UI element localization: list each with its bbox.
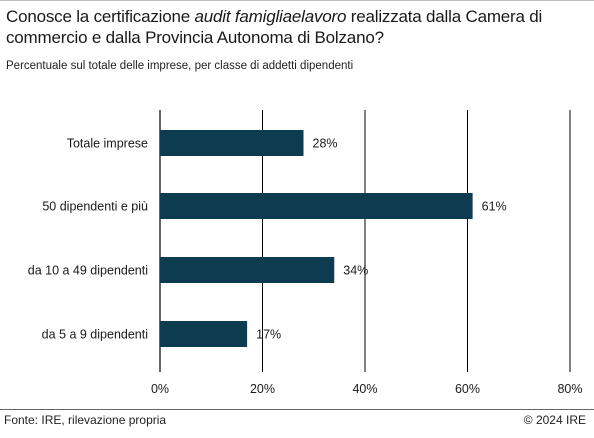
category-label: da 5 a 9 dipendenti — [42, 328, 148, 342]
value-label: 61% — [482, 200, 507, 214]
chart-subtitle: Percentuale sul totale delle imprese, pe… — [6, 60, 354, 72]
title-start: Conosce la certificazione — [6, 7, 195, 26]
category-label: da 10 a 49 dipendenti — [28, 264, 148, 278]
bar — [160, 257, 335, 283]
bar — [160, 193, 473, 219]
top-rule — [0, 0, 594, 1]
bar — [160, 321, 248, 347]
value-label: 34% — [343, 264, 368, 278]
value-label: 17% — [256, 328, 281, 342]
x-tick-label: 20% — [250, 382, 275, 396]
footer-rule — [0, 409, 594, 410]
x-tick-label: 40% — [352, 382, 377, 396]
bar — [160, 130, 304, 156]
x-tick-label: 80% — [557, 382, 582, 396]
title-emphasis: audit famigliaelavoro — [194, 7, 347, 26]
chart-title: Conosce la certificazione audit famiglia… — [6, 6, 586, 48]
category-label: 50 dipendenti e più — [42, 200, 148, 214]
source-note: Fonte: IRE, rilevazione propria — [4, 413, 167, 427]
x-tick-label: 60% — [455, 382, 480, 396]
copyright-note: © 2024 IRE — [523, 413, 586, 427]
value-label: 28% — [313, 137, 338, 151]
title-end: realizzata dalla Camera di commercio e d… — [6, 7, 543, 47]
category-label: Totale imprese — [67, 137, 148, 151]
x-tick-label: 0% — [151, 382, 169, 396]
